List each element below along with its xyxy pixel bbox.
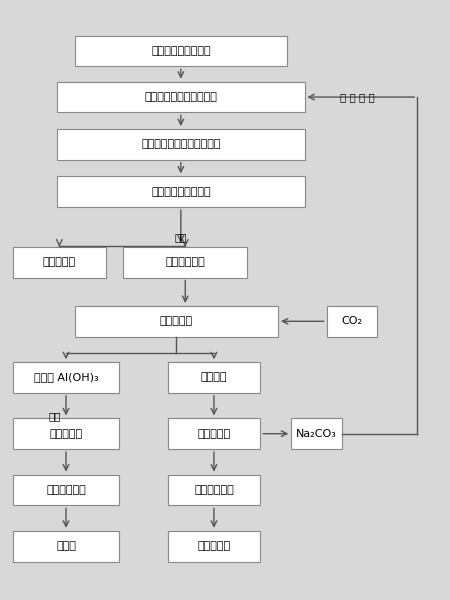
Text: 锂固体产品: 锂固体产品: [198, 541, 230, 551]
Text: 含杂质 Al(OH)₃: 含杂质 Al(OH)₃: [34, 373, 98, 383]
FancyBboxPatch shape: [167, 531, 261, 562]
FancyBboxPatch shape: [13, 475, 119, 505]
FancyBboxPatch shape: [13, 247, 106, 278]
Text: 马弗炉中焙烧、熟料自粉化: 马弗炉中焙烧、熟料自粉化: [141, 139, 220, 149]
Text: 净化锂母液: 净化锂母液: [198, 429, 230, 439]
FancyBboxPatch shape: [57, 82, 305, 112]
FancyBboxPatch shape: [291, 418, 342, 449]
FancyBboxPatch shape: [75, 35, 287, 66]
Text: Na₂CO₃: Na₂CO₃: [296, 429, 337, 439]
Text: 一次碳酸化: 一次碳酸化: [160, 316, 193, 326]
Text: 除渣、除杂: 除渣、除杂: [43, 257, 76, 267]
Text: 含锂母液: 含锂母液: [201, 373, 227, 383]
FancyBboxPatch shape: [167, 362, 261, 393]
Text: 一次碱浸、二次碱浸: 一次碱浸、二次碱浸: [151, 187, 211, 197]
FancyBboxPatch shape: [13, 362, 119, 393]
Text: 过滤: 过滤: [175, 232, 187, 242]
Text: 循 环 利 用: 循 环 利 用: [340, 92, 375, 102]
FancyBboxPatch shape: [57, 129, 305, 160]
FancyBboxPatch shape: [167, 418, 261, 449]
Text: 溶解: 溶解: [49, 412, 61, 422]
Text: 纯净氢氧化铝: 纯净氢氧化铝: [46, 485, 86, 495]
Text: 将粉煤灰脱硅、磁选: 将粉煤灰脱硅、磁选: [151, 46, 211, 56]
FancyBboxPatch shape: [327, 306, 378, 337]
FancyBboxPatch shape: [13, 418, 119, 449]
Text: 粉煤灰与烧结剂混合均匀: 粉煤灰与烧结剂混合均匀: [144, 92, 217, 102]
Text: 含铝、锂溶液: 含铝、锂溶液: [166, 257, 205, 267]
FancyBboxPatch shape: [13, 531, 119, 562]
FancyBboxPatch shape: [123, 247, 247, 278]
Text: 二次碳酸化: 二次碳酸化: [50, 429, 82, 439]
FancyBboxPatch shape: [57, 176, 305, 207]
Text: 蒸发浓缩沉锂: 蒸发浓缩沉锂: [194, 485, 234, 495]
FancyBboxPatch shape: [167, 475, 261, 505]
Text: 铝产品: 铝产品: [56, 541, 76, 551]
FancyBboxPatch shape: [75, 306, 278, 337]
Text: CO₂: CO₂: [342, 316, 363, 326]
